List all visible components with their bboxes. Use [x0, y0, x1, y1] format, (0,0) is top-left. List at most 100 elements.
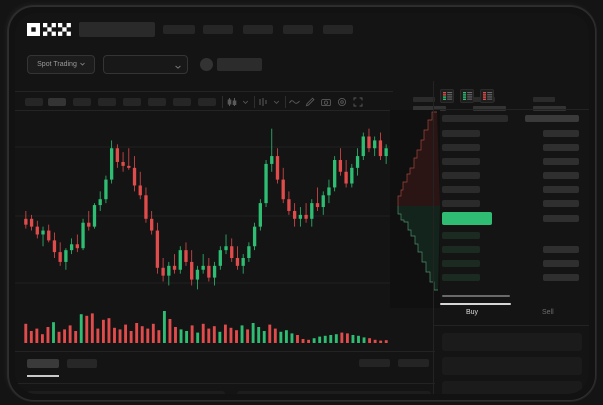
stat-label: [533, 97, 555, 102]
amount-input-field[interactable]: [442, 381, 582, 394]
candle-body: [127, 165, 131, 168]
candle-body: [144, 195, 148, 219]
nav-item-more[interactable]: [323, 25, 353, 34]
tab-sell[interactable]: Sell: [542, 309, 554, 316]
timeframe-button[interactable]: [25, 98, 43, 106]
volume-bar: [329, 335, 333, 343]
timeframe-button[interactable]: [173, 98, 191, 106]
orderbook-ask-row[interactable]: [442, 172, 480, 179]
bottom-tab-order-history[interactable]: [67, 359, 97, 368]
orderbook-bid-row[interactable]: [442, 232, 480, 239]
trading-pair-dropdown[interactable]: [103, 55, 188, 74]
candle-body: [264, 163, 268, 204]
orderbook-mode-asks-icon[interactable]: [480, 89, 494, 103]
camera-icon[interactable]: [321, 97, 331, 107]
orderbook-bid-row[interactable]: [442, 260, 480, 267]
candle-body: [367, 136, 371, 149]
pencil-icon[interactable]: [305, 97, 315, 107]
orderbook-ask-row[interactable]: [442, 186, 480, 193]
candle-body: [47, 230, 51, 241]
timeframe-button[interactable]: [198, 98, 216, 106]
volume-bar: [229, 327, 233, 343]
candle-body: [327, 187, 331, 196]
candle-body: [104, 179, 108, 200]
orderbook-ask-size: [543, 144, 579, 151]
orderbook-ask-row[interactable]: [442, 158, 480, 165]
orderbook-bid-row[interactable]: [442, 274, 480, 281]
asks-depth-line: [397, 111, 437, 206]
fullscreen-expand-icon[interactable]: [353, 97, 363, 107]
nav-item-derivatives[interactable]: [243, 25, 273, 34]
bottom-right-tab-2[interactable]: [398, 359, 429, 367]
timeframe-button[interactable]: [123, 98, 141, 106]
candle-body: [138, 185, 142, 196]
volume-bar: [307, 339, 311, 343]
volume-bar: [384, 340, 388, 343]
orderbook-spread-size: [543, 215, 579, 222]
volume-bar: [35, 328, 39, 343]
indicator-icon[interactable]: [258, 97, 268, 107]
bottom-tab-open-orders[interactable]: [27, 359, 59, 368]
volume-bar: [24, 323, 28, 343]
orderbook-bid-row[interactable]: [442, 246, 480, 253]
candle-body: [41, 230, 45, 235]
volume-bar: [140, 326, 144, 343]
orderbook-mode-bids-icon[interactable]: [460, 89, 474, 103]
timeframe-button-active[interactable]: [48, 98, 66, 106]
candle-body: [373, 140, 377, 149]
tab-buy[interactable]: Buy: [466, 309, 479, 316]
okx-logo[interactable]: [27, 23, 71, 36]
volume-bar: [146, 328, 150, 343]
candle-body: [384, 148, 388, 157]
timeframe-button[interactable]: [98, 98, 116, 106]
bottom-card-right[interactable]: [237, 391, 431, 394]
orderbook-bid-size: [543, 274, 579, 281]
orderbook-header-right: [525, 115, 579, 122]
chart-type-icon[interactable]: [227, 97, 237, 107]
candle-body: [150, 218, 154, 231]
chart-gridlines: [15, 146, 393, 284]
volume-bar: [201, 323, 205, 343]
orderbook-ask-size: [543, 186, 579, 193]
candle-body: [298, 214, 303, 219]
candle-body: [64, 250, 68, 262]
candle-body: [310, 203, 314, 219]
candle-body: [378, 140, 383, 157]
timeframe-button[interactable]: [73, 98, 91, 106]
indicator-chevron-down-icon[interactable]: [273, 97, 280, 107]
orderbook-ask-row[interactable]: [442, 200, 480, 207]
app-screen: Spot Trading: [15, 13, 589, 394]
orderbook-ask-row[interactable]: [442, 130, 480, 137]
volume-bar: [357, 335, 360, 343]
orderbook-mode-both-icon[interactable]: [440, 89, 454, 103]
chart-type-chevron-down-icon[interactable]: [242, 97, 249, 107]
nav-item-markets[interactable]: [163, 25, 195, 34]
candle-body: [52, 240, 57, 253]
candle-body: [230, 246, 234, 258]
volume-bar: [68, 325, 72, 343]
price-input-field[interactable]: [442, 357, 582, 375]
nav-item-earn[interactable]: [283, 25, 313, 34]
nav-item-trade[interactable]: [203, 25, 233, 34]
market-type-label: Spot Trading: [37, 61, 77, 68]
volume-bar: [118, 329, 122, 343]
search-input[interactable]: [79, 22, 155, 37]
candle-body: [35, 226, 39, 235]
candle-body: [344, 171, 348, 184]
orderbook[interactable]: [434, 111, 589, 293]
volume-bar: [345, 333, 349, 343]
orderbook-ask-size: [543, 172, 579, 179]
settings-gear-icon[interactable]: [337, 97, 347, 107]
bottom-card-left[interactable]: [27, 391, 225, 394]
timeframe-button[interactable]: [148, 98, 166, 106]
volume-bar: [107, 318, 111, 343]
wave-icon[interactable]: [289, 97, 300, 107]
orderbook-scrollbar[interactable]: [442, 295, 510, 297]
bottom-right-tab-1[interactable]: [359, 359, 390, 367]
candle-body: [355, 156, 360, 168]
volume-bar: [240, 325, 244, 343]
order-type-field[interactable]: [442, 333, 582, 351]
orderbook-ask-row[interactable]: [442, 144, 480, 151]
price-chart[interactable]: [15, 110, 440, 351]
market-type-dropdown[interactable]: Spot Trading: [27, 55, 95, 74]
